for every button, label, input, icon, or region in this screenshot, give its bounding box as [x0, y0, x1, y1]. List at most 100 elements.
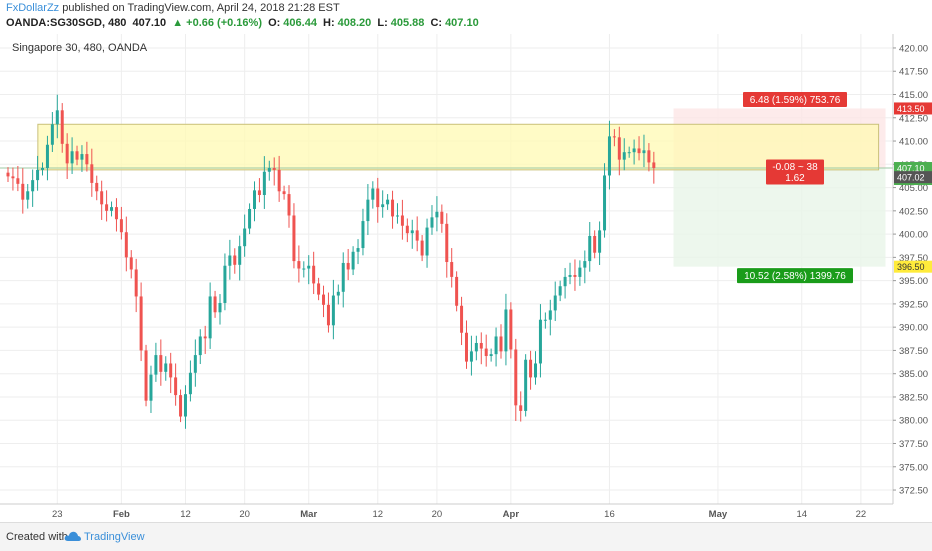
- candle-body[interactable]: [139, 296, 143, 351]
- candle-body[interactable]: [405, 225, 409, 234]
- candle-body[interactable]: [262, 171, 266, 196]
- candle-body[interactable]: [573, 275, 577, 277]
- candle-body[interactable]: [114, 207, 118, 220]
- candle-body[interactable]: [193, 355, 197, 373]
- candle-body[interactable]: [632, 148, 636, 153]
- candle-body[interactable]: [489, 354, 493, 357]
- candle-body[interactable]: [356, 248, 360, 252]
- candle-body[interactable]: [341, 262, 345, 292]
- candle-body[interactable]: [129, 257, 133, 270]
- candle-body[interactable]: [198, 336, 202, 356]
- candle-body[interactable]: [583, 261, 587, 268]
- candle-body[interactable]: [164, 363, 168, 372]
- candle-body[interactable]: [144, 350, 148, 401]
- candle-body[interactable]: [617, 137, 621, 160]
- candle-body[interactable]: [598, 230, 602, 253]
- candle-body[interactable]: [248, 208, 252, 229]
- candle-body[interactable]: [529, 359, 533, 378]
- candle-body[interactable]: [159, 355, 163, 372]
- candle-body[interactable]: [460, 305, 464, 333]
- candle-body[interactable]: [277, 169, 281, 192]
- candle-body[interactable]: [312, 265, 316, 284]
- candle-body[interactable]: [563, 276, 567, 287]
- candle-body[interactable]: [445, 223, 449, 263]
- candle-body[interactable]: [607, 136, 611, 176]
- candle-body[interactable]: [371, 188, 375, 200]
- resistance-zone[interactable]: [37, 123, 880, 171]
- candle-body[interactable]: [346, 262, 350, 270]
- candle-body[interactable]: [381, 204, 385, 208]
- candle-body[interactable]: [514, 349, 518, 406]
- candle-body[interactable]: [317, 283, 321, 295]
- candle-body[interactable]: [509, 309, 513, 350]
- candle-body[interactable]: [469, 351, 473, 362]
- candle-body[interactable]: [297, 261, 301, 269]
- candle-body[interactable]: [568, 275, 572, 277]
- candle-body[interactable]: [119, 219, 123, 233]
- candle-body[interactable]: [464, 332, 468, 362]
- candle-body[interactable]: [558, 286, 562, 296]
- candle-body[interactable]: [302, 268, 306, 270]
- candle-body[interactable]: [208, 296, 212, 339]
- candle-body[interactable]: [292, 215, 296, 262]
- candle-body[interactable]: [110, 207, 114, 211]
- candle-body[interactable]: [90, 164, 94, 183]
- candle-body[interactable]: [134, 269, 138, 297]
- candle-body[interactable]: [326, 304, 330, 326]
- candle-body[interactable]: [21, 183, 25, 200]
- candle-body[interactable]: [188, 372, 192, 395]
- candle-body[interactable]: [243, 228, 247, 247]
- candle-body[interactable]: [361, 221, 365, 249]
- candle-body[interactable]: [36, 169, 40, 181]
- candle-body[interactable]: [100, 191, 104, 205]
- candle-body[interactable]: [336, 291, 340, 296]
- candle-body[interactable]: [534, 363, 538, 378]
- tradingview-brand-link[interactable]: TradingView: [84, 531, 145, 543]
- candle-body[interactable]: [31, 180, 35, 192]
- candle-body[interactable]: [425, 227, 429, 256]
- candle-body[interactable]: [154, 355, 158, 375]
- candle-body[interactable]: [440, 211, 444, 224]
- mid-label-bg[interactable]: [766, 159, 824, 185]
- candle-body[interactable]: [474, 342, 478, 352]
- candle-body[interactable]: [627, 152, 631, 154]
- candle-body[interactable]: [386, 199, 390, 205]
- candle-body[interactable]: [213, 296, 217, 313]
- candle-body[interactable]: [267, 168, 271, 172]
- candle-body[interactable]: [11, 176, 15, 179]
- candle-body[interactable]: [65, 143, 69, 164]
- candle-body[interactable]: [543, 319, 547, 321]
- candle-body[interactable]: [351, 251, 355, 270]
- candle-body[interactable]: [450, 262, 454, 277]
- candle-body[interactable]: [75, 151, 79, 160]
- candle-body[interactable]: [622, 152, 626, 160]
- candle-body[interactable]: [484, 348, 488, 357]
- candle-body[interactable]: [60, 110, 64, 144]
- candle-body[interactable]: [16, 178, 20, 184]
- candle-body[interactable]: [228, 255, 232, 266]
- candle-body[interactable]: [282, 191, 286, 195]
- candle-body[interactable]: [238, 246, 242, 265]
- candle-body[interactable]: [420, 240, 424, 256]
- candle-body[interactable]: [149, 374, 153, 401]
- candle-body[interactable]: [395, 215, 399, 217]
- candle-body[interactable]: [652, 162, 656, 169]
- candle-body[interactable]: [519, 405, 523, 411]
- candle-body[interactable]: [455, 276, 459, 306]
- chart-frame[interactable]: 372.50 375.00 377.50 380.00 382.50 385.00 387.…: [0, 34, 932, 522]
- candle-body[interactable]: [524, 359, 528, 411]
- candle-body[interactable]: [400, 215, 404, 226]
- candle-body[interactable]: [183, 394, 187, 417]
- candle-body[interactable]: [504, 309, 508, 352]
- candle-body[interactable]: [538, 319, 542, 364]
- candle-body[interactable]: [410, 230, 414, 234]
- candle-body[interactable]: [85, 154, 89, 165]
- candle-body[interactable]: [499, 336, 503, 352]
- candle-body[interactable]: [287, 194, 291, 216]
- price-chart[interactable]: 372.50 375.00 377.50 380.00 382.50 385.00 387.…: [0, 34, 932, 522]
- candle-body[interactable]: [105, 204, 109, 211]
- candle-body[interactable]: [376, 188, 380, 208]
- candle-body[interactable]: [322, 294, 326, 305]
- candle-body[interactable]: [26, 191, 30, 200]
- candle-body[interactable]: [548, 310, 552, 320]
